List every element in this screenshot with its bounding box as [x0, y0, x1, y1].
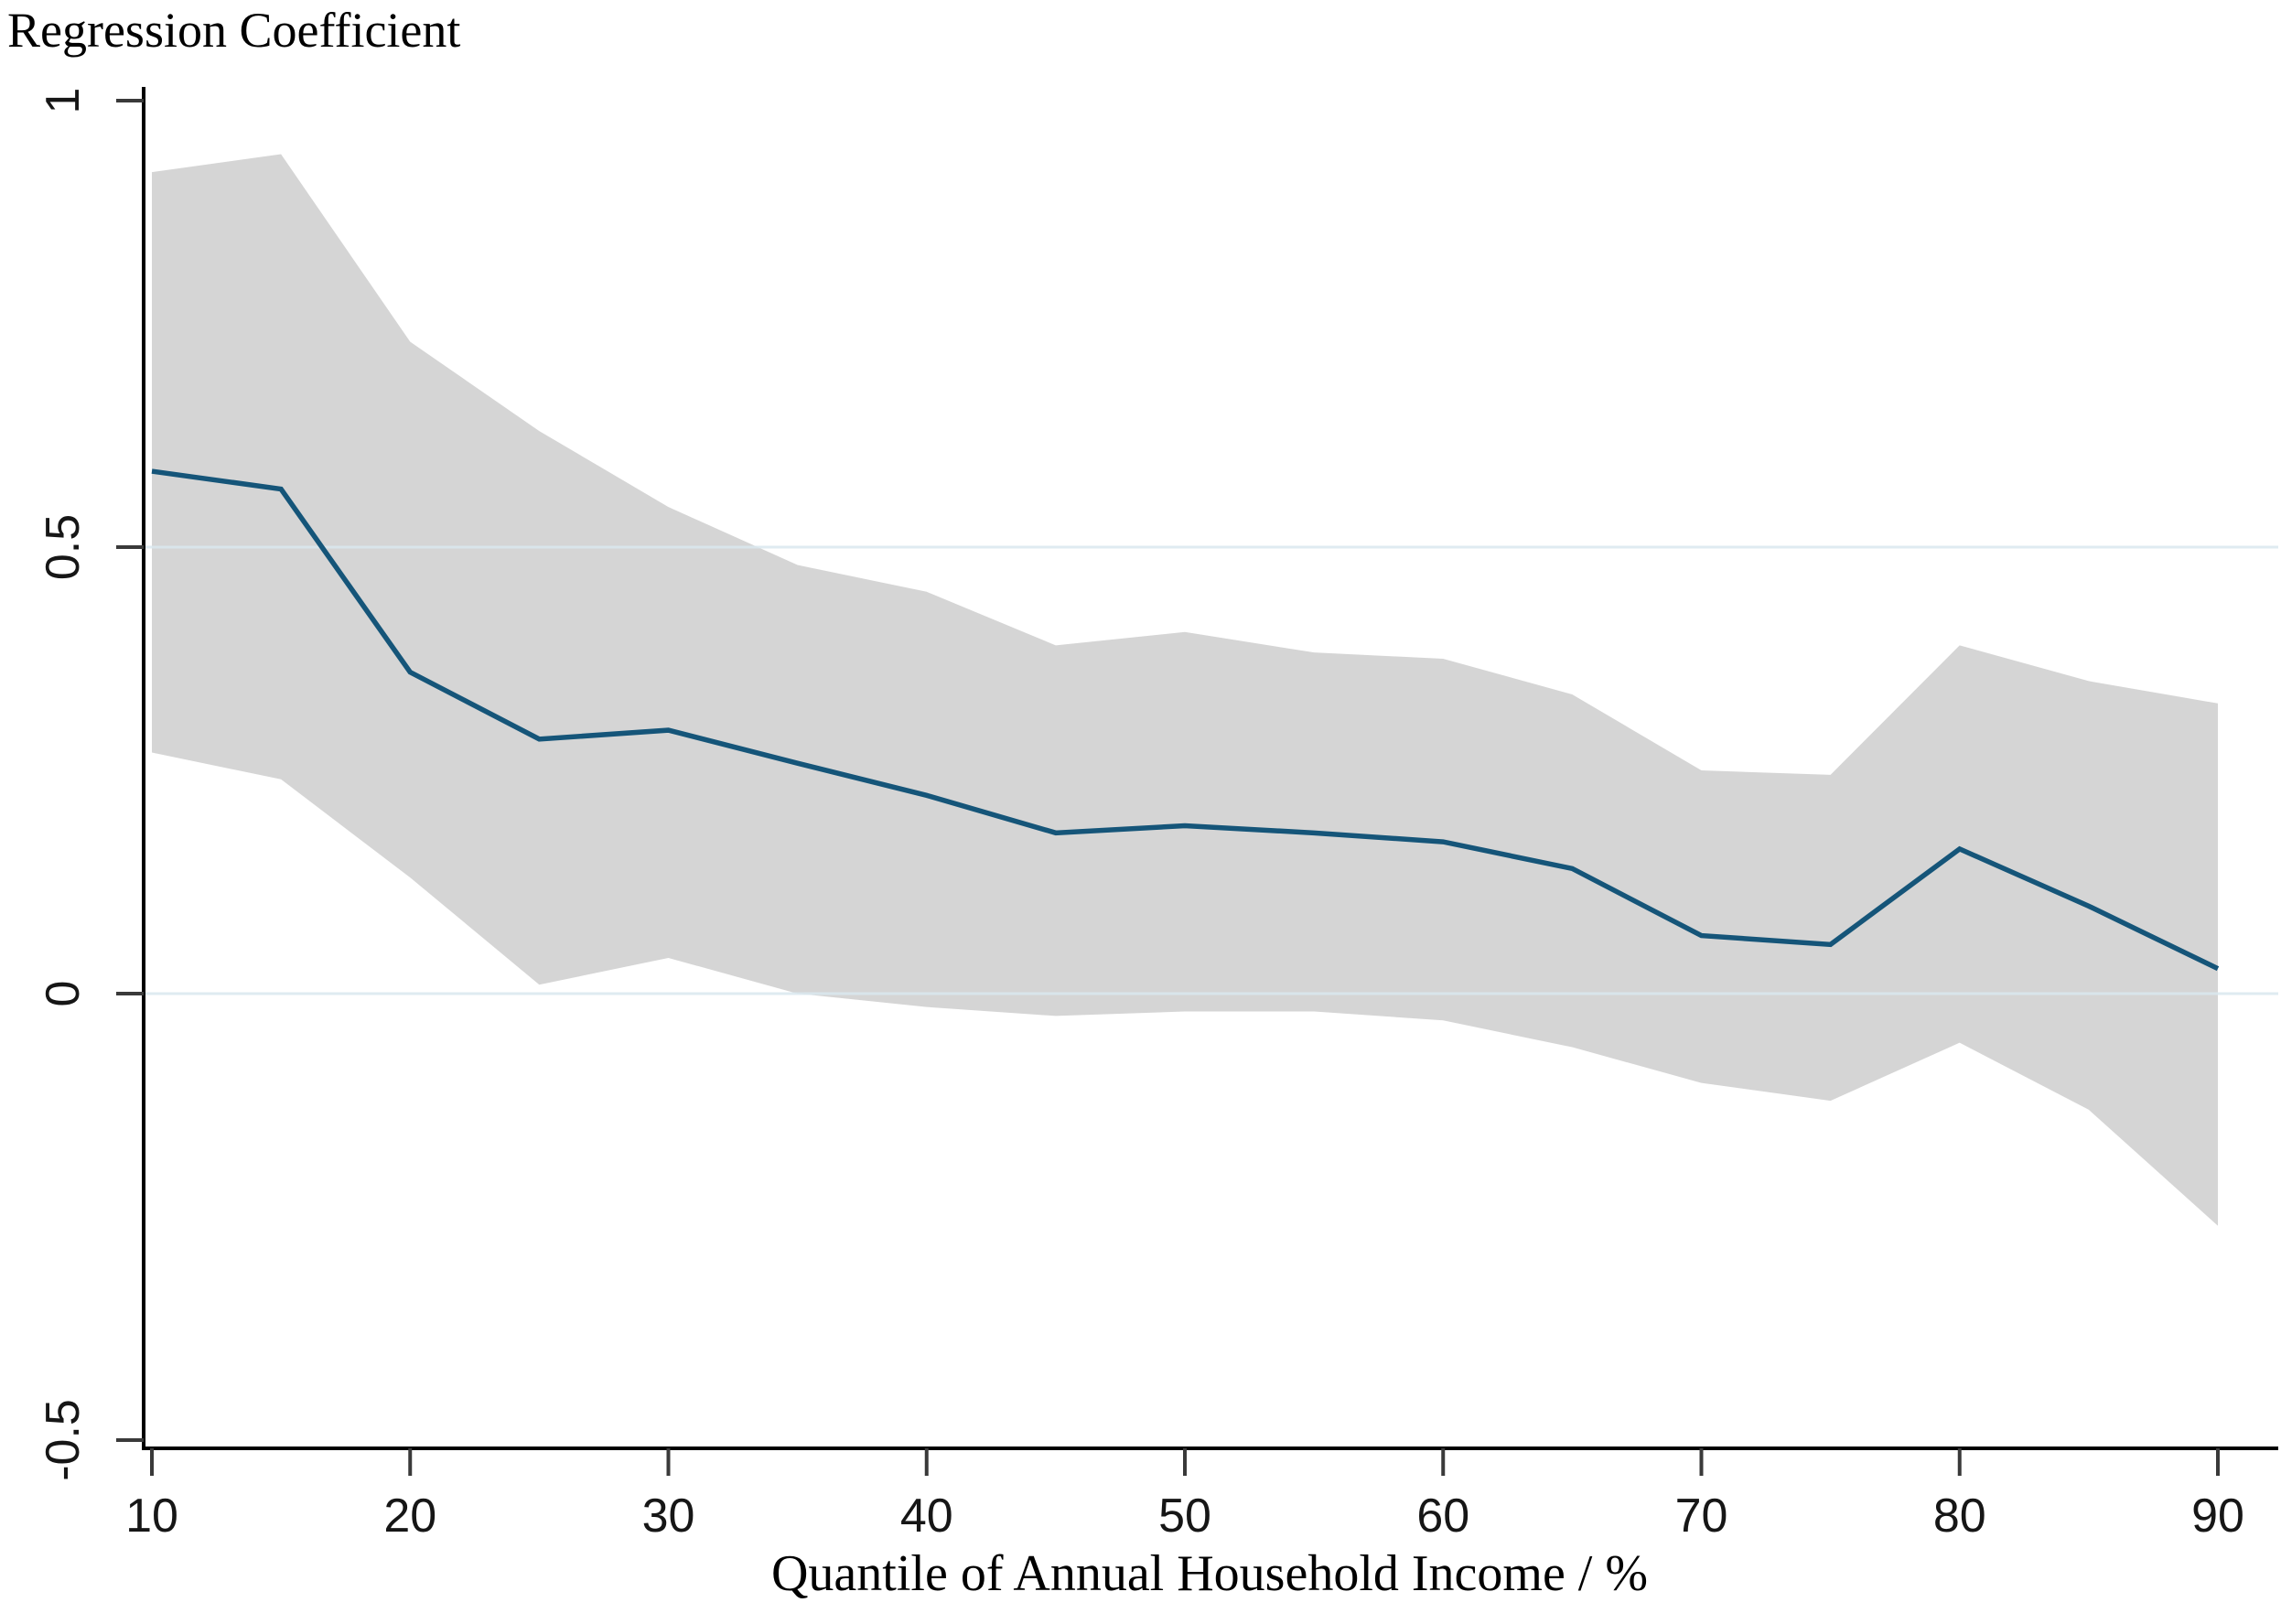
y-tick-label: 1	[37, 88, 90, 114]
x-tick-label: 10	[125, 1490, 178, 1543]
x-axis-title: Quantile of Annual Household Income / %	[770, 1545, 1648, 1602]
x-tick-label: 90	[2191, 1490, 2244, 1543]
y-tick-label: 0	[37, 981, 90, 1007]
x-tick-label: 30	[642, 1490, 695, 1543]
x-tick-label: 60	[1416, 1490, 1469, 1543]
y-axis-title: Regression Coefficient	[7, 3, 461, 58]
x-tick-label: 20	[383, 1490, 436, 1543]
x-tick-label: 80	[1933, 1490, 1986, 1543]
confidence-band	[152, 154, 2218, 1226]
y-tick-label: 0.5	[37, 514, 90, 580]
x-tick-label: 70	[1675, 1490, 1728, 1543]
x-tick-label: 40	[900, 1490, 953, 1543]
regression-line	[151, 468, 2220, 972]
x-tick-label: 50	[1158, 1490, 1211, 1543]
y-tick-label: -0.5	[37, 1399, 90, 1481]
